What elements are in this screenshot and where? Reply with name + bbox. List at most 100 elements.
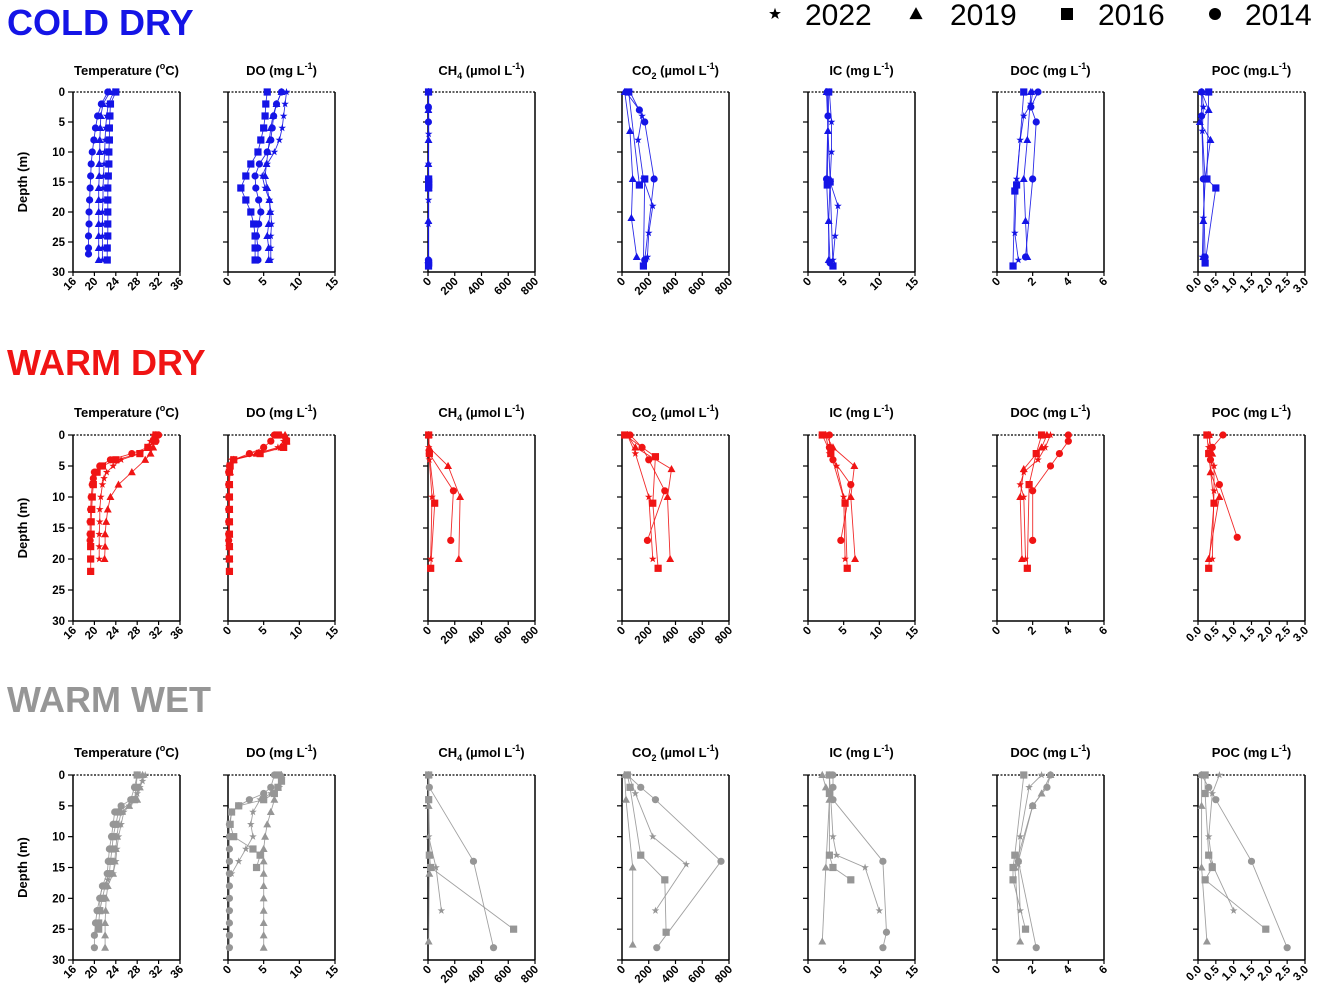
data-point-circle — [637, 783, 645, 791]
series-2014 — [825, 431, 855, 545]
data-point-circle — [829, 771, 837, 779]
column-title-ic: IC (mg L-1) — [829, 743, 893, 760]
title-superscript: -1 — [707, 61, 715, 71]
data-point-circle — [879, 857, 887, 865]
title-text: DO (mg L — [246, 745, 305, 760]
data-point-square — [1020, 771, 1028, 779]
x-tick-label: 28 — [126, 275, 144, 293]
data-point-star — [631, 449, 640, 457]
data-point-square — [87, 543, 95, 551]
data-point-star — [1037, 771, 1046, 779]
series-2022 — [822, 431, 849, 563]
column-title-temp: Temperature (oC) — [74, 61, 179, 78]
data-point-square — [1205, 450, 1213, 458]
title-text: ) — [313, 405, 317, 420]
data-point-circle — [85, 196, 94, 204]
row-title: COLD DRY — [7, 2, 194, 43]
data-point-square — [114, 808, 123, 816]
series-line — [626, 434, 654, 560]
series-2016 — [425, 771, 518, 933]
data-point-square — [1203, 431, 1211, 439]
title-superscript: -1 — [1279, 403, 1287, 413]
data-point-circle — [245, 796, 253, 804]
subplot-ic: IC (mg L-1) 0 5 10 15 — [801, 61, 921, 293]
x-tick-label: 0.0 — [1184, 625, 1204, 645]
data-point-star — [1025, 783, 1033, 791]
title-text: C) — [165, 63, 179, 78]
data-point-circle — [826, 259, 834, 267]
subplot-do: DO (mg L-1) 0 5 10 15 — [221, 403, 341, 642]
data-point-triangle — [101, 918, 110, 927]
data-point-triangle — [94, 195, 103, 204]
data-point-square — [104, 172, 112, 180]
series-line — [1206, 434, 1215, 569]
title-superscript: o — [160, 403, 166, 413]
data-point-square — [1011, 187, 1019, 195]
data-point-square — [105, 148, 113, 156]
series-2014 — [90, 771, 141, 952]
data-point-triangle — [264, 243, 273, 252]
x-tick-label: 4 — [1061, 624, 1074, 637]
data-point-square — [829, 262, 837, 270]
data-point-circle — [87, 160, 95, 168]
x-tick-label: 0 — [421, 964, 434, 977]
data-point-square — [130, 796, 139, 804]
data-point-circle — [661, 487, 669, 495]
title-text: CO — [632, 63, 652, 78]
subplot-ch4: CH4 (µmol L-1) 0 200 400 600 800 — [421, 403, 541, 647]
series-line — [428, 434, 454, 541]
data-point-circle — [641, 256, 649, 264]
title-text: CO — [632, 405, 652, 420]
square-icon — [1061, 8, 1073, 20]
series-2014 — [829, 771, 891, 952]
legend-item-2014: 2014 — [1209, 0, 1312, 32]
data-point-circle — [425, 783, 433, 791]
data-point-circle — [111, 808, 119, 816]
data-point-square — [1020, 88, 1028, 96]
data-point-star — [648, 832, 657, 840]
x-tick-label: 400 — [660, 276, 682, 298]
data-point-circle — [90, 136, 98, 144]
x-tick-label: 200 — [633, 625, 655, 647]
x-tick-label: 600 — [492, 625, 514, 647]
x-tick-label: 0 — [615, 276, 628, 289]
data-point-circle — [829, 796, 837, 804]
series-2016 — [621, 431, 662, 572]
data-point-star — [834, 202, 842, 210]
data-point-star — [428, 493, 436, 501]
data-point-triangle — [141, 455, 150, 463]
x-tick-label: 5 — [257, 963, 270, 976]
data-point-square — [262, 100, 270, 108]
column-title-ch4: CH4 (µmol L-1) — [438, 403, 524, 423]
data-point-square — [254, 148, 262, 156]
data-point-square — [825, 851, 833, 859]
series-2014 — [1197, 771, 1291, 952]
y-tick-label: 20 — [52, 207, 65, 219]
data-point-triangle — [666, 554, 675, 563]
y-axis-label: Depth (m) — [15, 498, 30, 559]
series-2016 — [1009, 88, 1028, 270]
data-point-triangle — [102, 517, 111, 525]
x-tick-label: 200 — [439, 964, 461, 986]
data-point-triangle — [263, 183, 272, 192]
x-tick-label: 32 — [147, 964, 165, 982]
subplot-poc: POC (mg.L-1) 0.00.51.01.52.02.53.0 — [1184, 61, 1311, 295]
data-point-circle — [1029, 175, 1037, 183]
data-point-circle — [1199, 175, 1207, 183]
subplot-do: DO (mg L-1) 0 5 10 15 — [221, 743, 341, 981]
data-point-circle — [447, 536, 455, 545]
series-line — [1026, 434, 1043, 569]
title-superscript: -1 — [881, 743, 889, 753]
title-superscript: o — [160, 743, 166, 753]
data-point-circle — [130, 783, 139, 791]
data-point-star — [100, 160, 108, 168]
x-tick-label: 2 — [1026, 276, 1039, 289]
data-point-circle — [635, 106, 643, 114]
data-point-triangle — [667, 464, 676, 473]
x-tick-label: 3.0 — [1291, 625, 1311, 645]
column-title-poc: POC (mg L-1) — [1212, 743, 1292, 760]
series-2014 — [86, 431, 163, 545]
data-point-circle — [225, 882, 234, 890]
data-point-star — [117, 820, 125, 828]
